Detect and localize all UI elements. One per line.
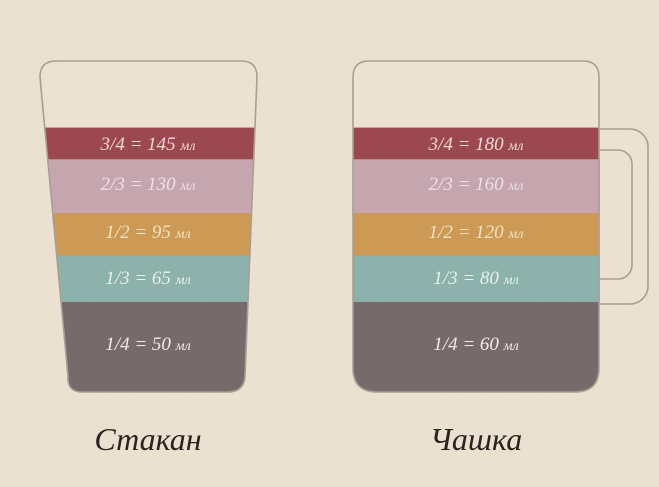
svg-text:Чашка: Чашка	[430, 421, 522, 457]
svg-text:Стакан: Стакан	[94, 421, 201, 457]
